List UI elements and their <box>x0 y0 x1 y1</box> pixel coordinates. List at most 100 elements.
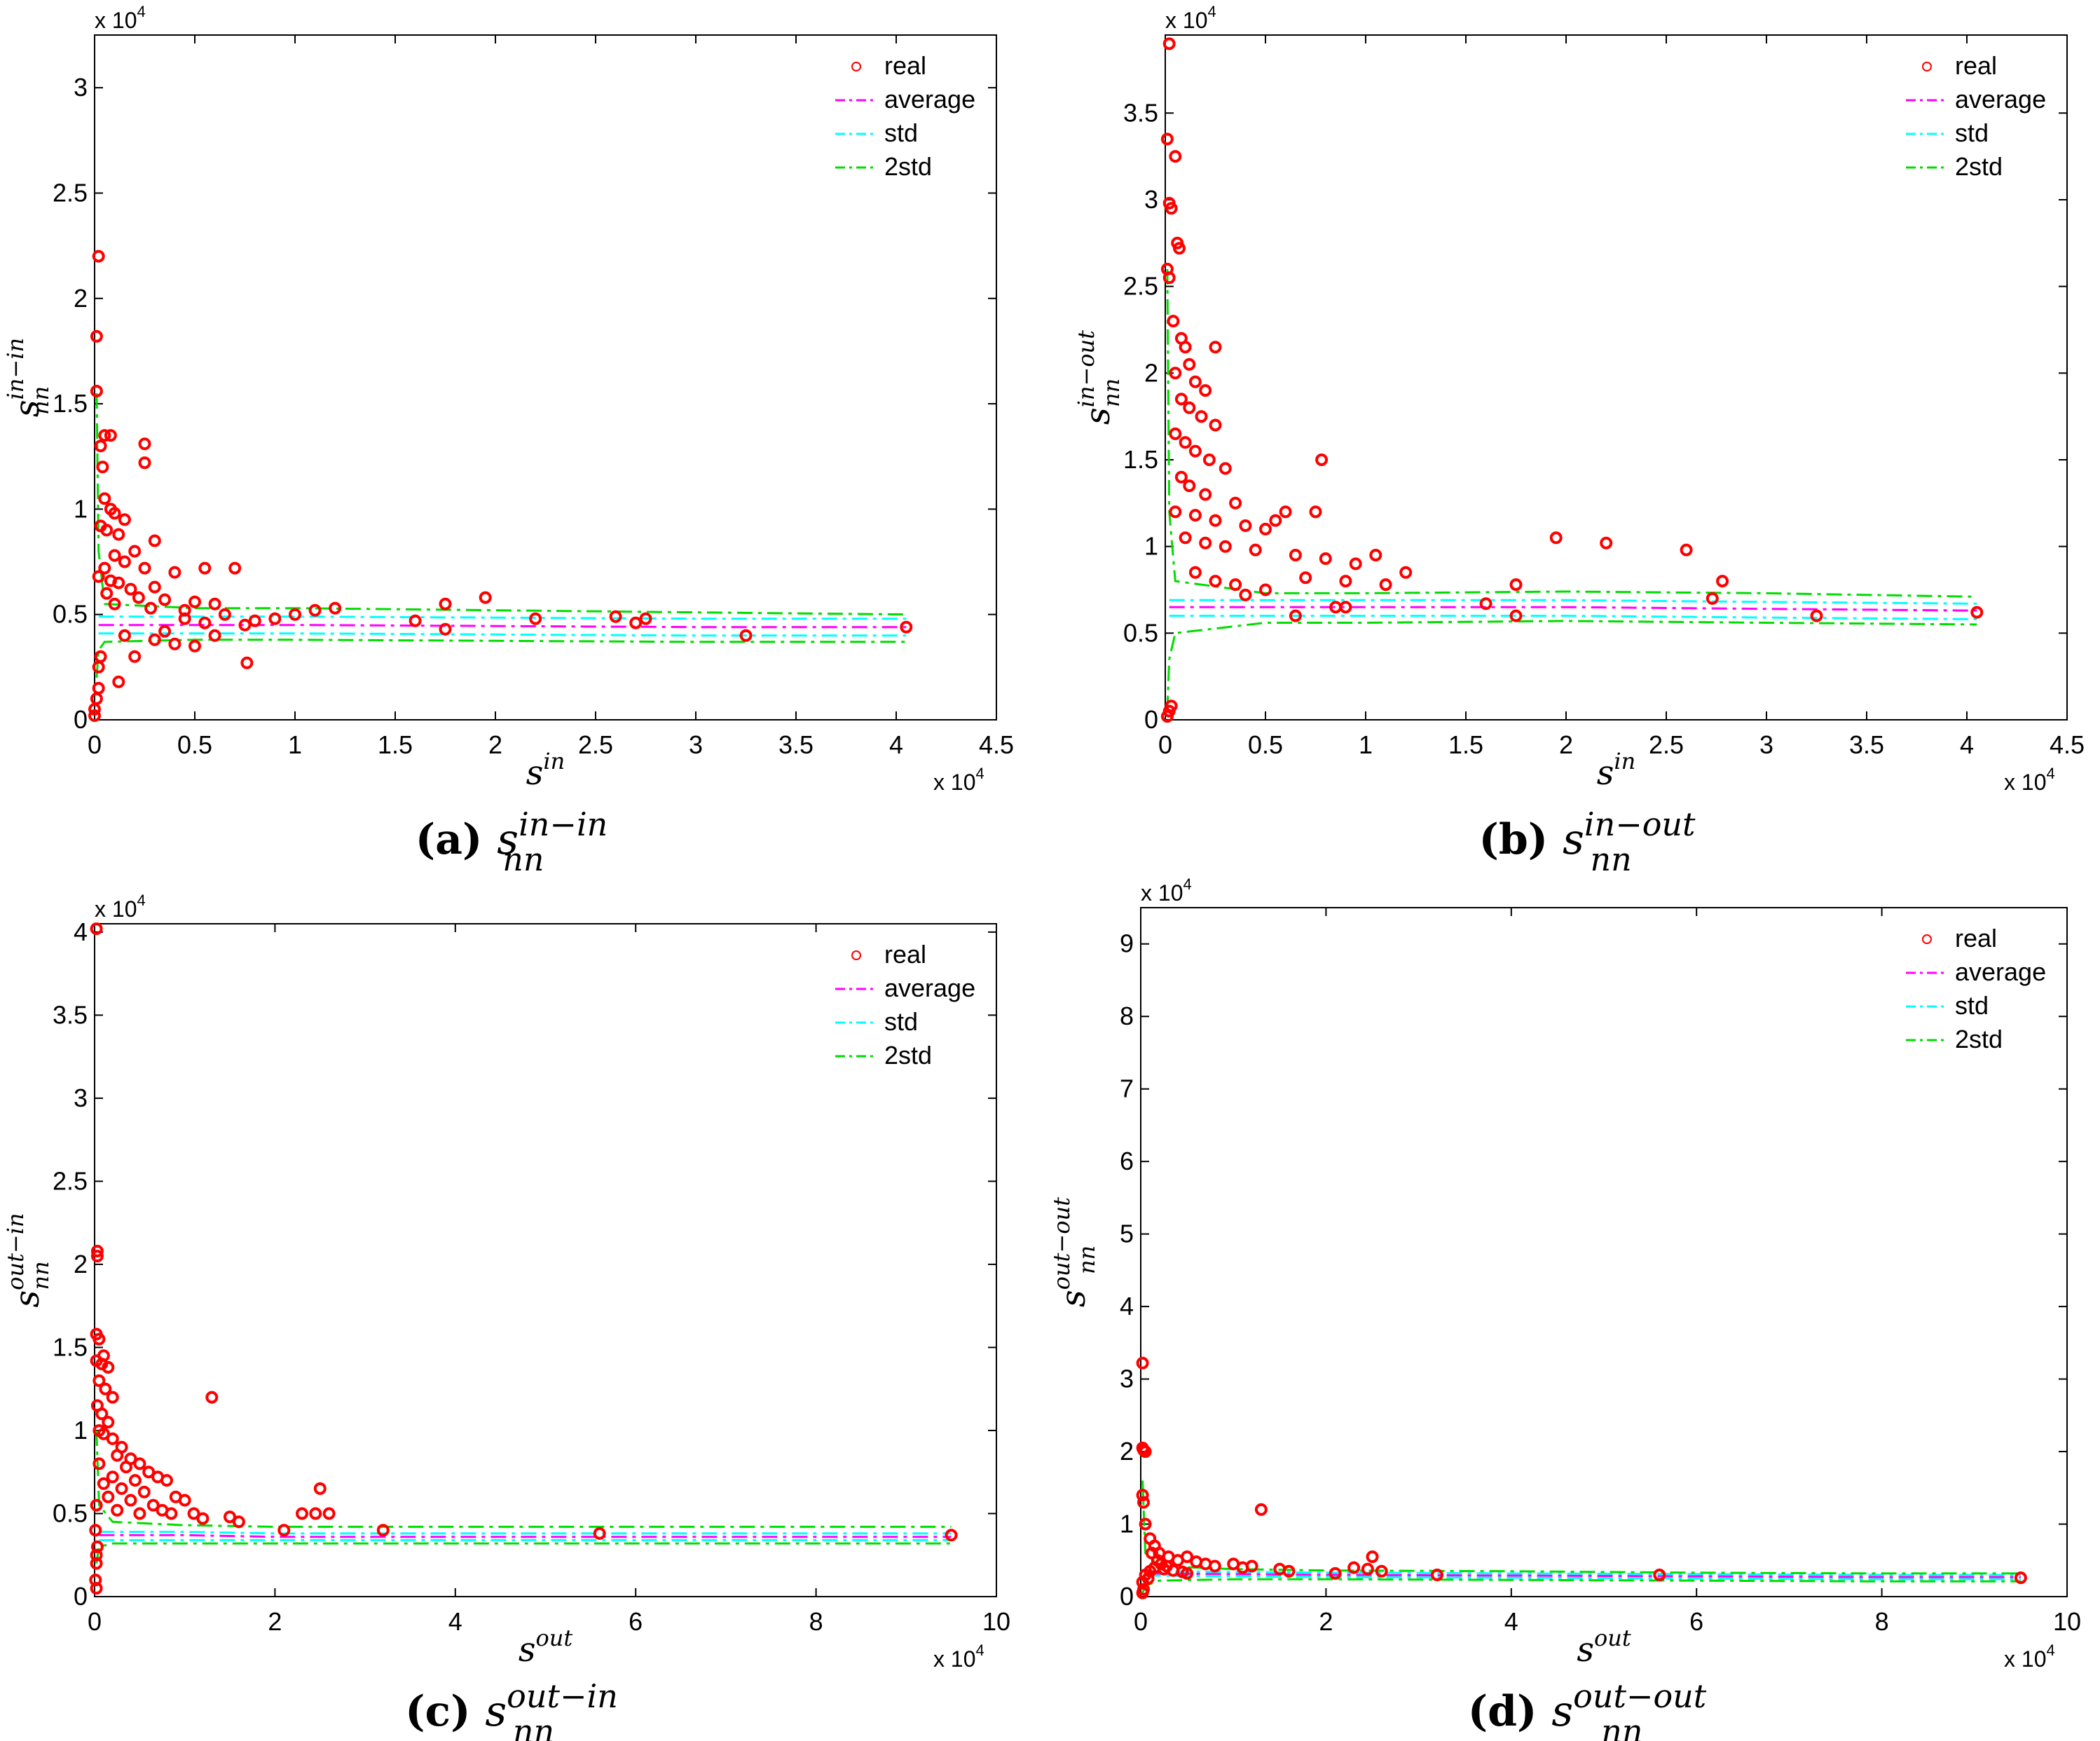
y-tick-label: 2 <box>74 284 88 313</box>
data-point <box>1239 588 1252 601</box>
data-point <box>1160 132 1174 146</box>
plot-frame <box>94 923 997 1597</box>
data-point <box>133 1507 146 1520</box>
data-point <box>188 595 201 608</box>
y-axis-label: sout−innn <box>2 1213 54 1307</box>
y-tick-label: 0.5 <box>1123 618 1158 647</box>
x-tick-label: 0.5 <box>177 730 212 759</box>
data-point <box>1509 609 1523 622</box>
data-point <box>102 1360 115 1374</box>
data-point <box>1136 1586 1149 1599</box>
data-point <box>90 329 103 343</box>
series-line-average <box>99 1534 952 1538</box>
data-point <box>160 1474 173 1487</box>
x-axis-label: sin <box>1597 748 1635 793</box>
data-point <box>90 922 103 936</box>
series-line-average <box>1145 1572 2021 1578</box>
data-point <box>289 608 301 621</box>
data-point <box>1169 427 1182 440</box>
y-axis-label: sin−outnn <box>1073 330 1125 425</box>
data-point <box>108 507 121 520</box>
data-point <box>1162 271 1176 285</box>
caption-label: (c) <box>405 1687 485 1736</box>
data-point <box>1183 479 1196 493</box>
data-point <box>1181 1566 1194 1580</box>
data-point <box>148 633 161 646</box>
data-point <box>1179 436 1192 449</box>
x-tick-label: 2 <box>268 1607 282 1636</box>
data-point <box>240 656 254 669</box>
x-tick-label: 1.5 <box>378 730 413 759</box>
y-axis-label: sout−outnn <box>1048 1197 1100 1307</box>
data-point <box>108 549 121 562</box>
y-axis-label-sup: out−out <box>1048 1197 1075 1290</box>
caption-base: s <box>485 1687 507 1736</box>
y-multiplier-exp: 4 <box>137 892 145 909</box>
y-tick-label: 0 <box>1120 1582 1134 1611</box>
y-axis-label-sub: nn <box>1098 378 1125 407</box>
y-tick-label: 2.5 <box>53 1166 88 1195</box>
data-point <box>92 1332 106 1346</box>
data-point <box>1208 1559 1221 1573</box>
data-point <box>104 429 117 442</box>
y-multiplier: x 104 <box>1165 3 1216 33</box>
data-point <box>1188 509 1202 522</box>
data-point <box>1810 609 1823 622</box>
data-point <box>106 1432 119 1445</box>
data-point <box>188 639 201 653</box>
data-point <box>1329 1566 1342 1580</box>
x-axis-label-base: s <box>519 1630 536 1670</box>
data-point <box>94 439 107 453</box>
y-tick-label: 0 <box>1144 705 1158 734</box>
data-point <box>268 612 282 625</box>
x-multiplier-base: x 10 <box>2004 770 2046 795</box>
data-point <box>1269 514 1282 527</box>
x-multiplier-base: x 10 <box>2004 1646 2046 1672</box>
data-point <box>92 570 105 583</box>
legend-label-std: std <box>1955 118 1989 147</box>
y-tick-label: 6 <box>1120 1147 1134 1175</box>
x-multiplier-base: x 10 <box>933 770 975 795</box>
data-point <box>118 629 131 642</box>
data-point <box>1209 341 1222 354</box>
x-tick-label: 0.5 <box>1248 730 1283 759</box>
legend-label-average: average <box>884 85 975 114</box>
x-axis-label-base: s <box>526 753 544 793</box>
legend-marker-real <box>851 950 861 960</box>
data-point <box>609 610 622 623</box>
data-point <box>1431 1569 1443 1581</box>
data-point <box>88 709 101 722</box>
data-point <box>1141 1572 1155 1585</box>
data-point <box>96 460 109 474</box>
y-axis-label-sup: out−in <box>2 1213 29 1290</box>
y-axis-label-base: s <box>1078 407 1118 425</box>
data-point <box>120 1461 132 1474</box>
data-point <box>1174 470 1188 484</box>
y-tick-label: 4 <box>74 917 88 946</box>
x-axis-label: sout <box>1577 1625 1631 1670</box>
data-point <box>168 637 181 650</box>
x-axis-label: sout <box>519 1625 573 1670</box>
x-tick-label: 3 <box>1759 730 1773 759</box>
y-tick-label: 0.5 <box>53 600 88 629</box>
data-point <box>1339 575 1352 588</box>
y-tick-label: 9 <box>1120 929 1134 958</box>
data-point <box>248 614 261 627</box>
x-tick-label: 0 <box>88 1607 102 1636</box>
x-tick-label: 6 <box>629 1607 643 1636</box>
legend: real average std 2std <box>835 940 975 1070</box>
y-axis-label-sub: nn <box>27 386 54 415</box>
data-point <box>313 1482 327 1495</box>
x-tick-label: 8 <box>809 1607 823 1636</box>
x-tick-label: 3.5 <box>1849 730 1884 759</box>
y-tick-label: 2.5 <box>53 178 88 207</box>
x-tick-label: 0 <box>1158 730 1172 759</box>
data-point <box>439 622 452 636</box>
legend-marker-real <box>1922 934 1932 944</box>
data-point <box>1162 37 1176 50</box>
data-point <box>97 1477 110 1490</box>
series-line-std_upper <box>1145 1570 2021 1576</box>
caption-label: (d) <box>1468 1687 1552 1736</box>
data-point <box>124 1494 137 1507</box>
